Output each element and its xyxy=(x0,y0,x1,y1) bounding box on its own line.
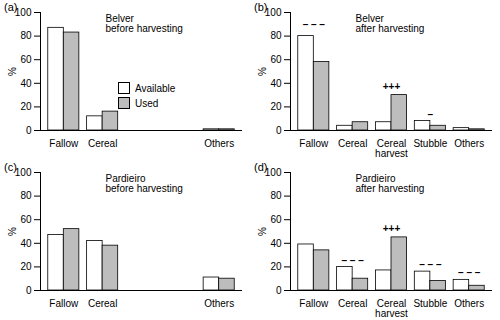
svg-text:100: 100 xyxy=(15,167,32,178)
svg-text:100: 100 xyxy=(264,6,282,18)
svg-text:40: 40 xyxy=(270,78,282,89)
svg-text:80: 80 xyxy=(20,30,32,41)
svg-text:0: 0 xyxy=(26,125,32,136)
svg-text:Others: Others xyxy=(204,138,234,149)
svg-text:0: 0 xyxy=(276,125,282,136)
svg-text:Belverbefore harvesting: Belverbefore harvesting xyxy=(106,13,183,34)
svg-text:100: 100 xyxy=(14,6,32,18)
svg-text:Cereal: Cereal xyxy=(88,298,117,309)
svg-text:– – –: – – – xyxy=(419,259,442,270)
svg-text:60: 60 xyxy=(270,54,282,65)
svg-text:Belverafter harvesting: Belverafter harvesting xyxy=(356,13,425,34)
svg-text:– – –: – – – xyxy=(342,255,365,266)
svg-text:%: % xyxy=(257,67,268,76)
html-text:Available: Available xyxy=(135,82,176,94)
html-text:(c): (c) xyxy=(4,161,17,173)
svg-text:Pardieiroafter harvesting: Pardieiroafter harvesting xyxy=(356,173,425,194)
svg-text:Fallow: Fallow xyxy=(299,138,329,149)
svg-text:%: % xyxy=(257,227,268,236)
svg-text:80: 80 xyxy=(20,190,32,201)
svg-text:%: % xyxy=(7,227,18,236)
html-text:Used: Used xyxy=(135,97,159,109)
svg-text:0: 0 xyxy=(26,285,32,296)
svg-text:Fallow: Fallow xyxy=(49,298,79,309)
svg-text:+++: +++ xyxy=(383,81,401,92)
svg-text:40: 40 xyxy=(20,238,32,249)
svg-text:Others: Others xyxy=(454,298,484,309)
svg-text:60: 60 xyxy=(270,214,282,225)
svg-text:Pardieirobefore harvesting: Pardieirobefore harvesting xyxy=(106,173,183,194)
svg-text:Stubble: Stubble xyxy=(413,298,447,309)
svg-text:20: 20 xyxy=(20,261,32,272)
svg-text:Cereal: Cereal xyxy=(338,138,367,149)
svg-text:Fallow: Fallow xyxy=(299,298,329,309)
svg-text:60: 60 xyxy=(20,54,32,65)
svg-text:– – –: – – – xyxy=(458,267,481,278)
svg-text:80: 80 xyxy=(270,190,282,201)
svg-text:Fallow: Fallow xyxy=(49,138,79,149)
svg-text:–: – xyxy=(428,109,434,120)
svg-text:Cerealharvest: Cerealharvest xyxy=(375,138,408,159)
svg-text:Others: Others xyxy=(204,298,234,309)
svg-text:100: 100 xyxy=(264,166,282,178)
svg-text:%: % xyxy=(7,67,18,76)
svg-text:+++: +++ xyxy=(383,223,401,234)
svg-text:Stubble: Stubble xyxy=(413,138,447,149)
svg-text:40: 40 xyxy=(20,78,32,89)
svg-text:60: 60 xyxy=(20,214,32,225)
svg-text:0: 0 xyxy=(276,285,282,296)
svg-text:40: 40 xyxy=(270,238,282,249)
html-text:(d): (d) xyxy=(254,161,268,173)
svg-text:20: 20 xyxy=(270,261,282,272)
svg-text:– – –: – – – xyxy=(303,19,326,30)
svg-text:20: 20 xyxy=(270,101,282,112)
svg-text:Others: Others xyxy=(454,138,484,149)
svg-text:Cereal: Cereal xyxy=(338,298,367,309)
svg-text:20: 20 xyxy=(20,101,32,112)
svg-text:Cereal: Cereal xyxy=(88,138,117,149)
html-text:(b): (b) xyxy=(254,1,268,13)
html-text:(a): (a) xyxy=(4,1,18,13)
svg-text:80: 80 xyxy=(270,30,282,41)
svg-text:Cerealharvest: Cerealharvest xyxy=(375,298,408,319)
